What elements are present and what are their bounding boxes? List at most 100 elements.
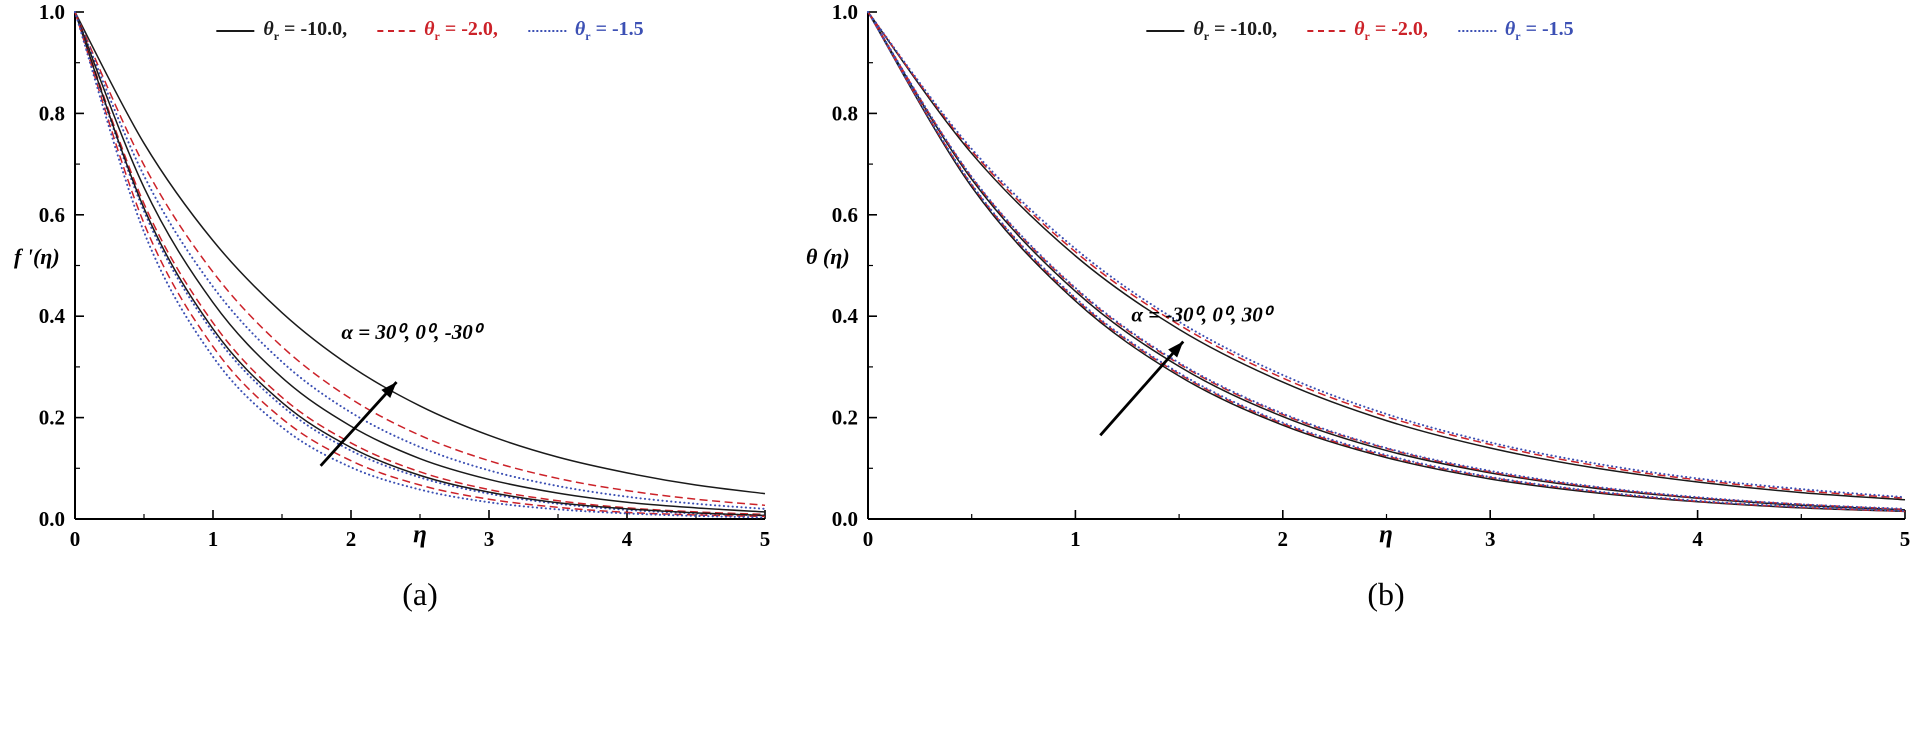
legend-subscript: r bbox=[1515, 29, 1521, 43]
x-tick-label: 4 bbox=[622, 527, 633, 551]
y-axis-label-b: θ (η) bbox=[806, 244, 850, 269]
curve bbox=[74, 11, 766, 510]
y-tick-label: 0.0 bbox=[39, 507, 65, 531]
panel-b: 0 1 2 3 4 5 0.0 0.2 0.4 0.6 0.8 1.0 α = -30⁰, 0⁰, 30… bbox=[800, 0, 1925, 747]
x-axis-label-b: η bbox=[1379, 521, 1393, 548]
legend-item: θr = -2.0, bbox=[377, 18, 498, 44]
curve bbox=[867, 11, 1906, 510]
legend-value: = -2.0, bbox=[1369, 18, 1428, 40]
axes bbox=[867, 12, 1905, 520]
plot-b-canvas: 0 1 2 3 4 5 0.0 0.2 0.4 0.6 0.8 1.0 α = -30⁰, 0⁰, 30… bbox=[832, 0, 1911, 551]
legend-subscript: r bbox=[434, 29, 440, 43]
y-tick-label: 0.8 bbox=[832, 101, 858, 125]
legend-item: θr = -10.0, bbox=[216, 18, 347, 44]
legend-theta-symbol: θ bbox=[424, 18, 435, 40]
y-tick-label: 0.2 bbox=[832, 406, 858, 430]
curve bbox=[74, 11, 766, 518]
curve bbox=[867, 11, 1906, 499]
x-tick-label: 5 bbox=[760, 527, 771, 551]
x-tick-label: 3 bbox=[1485, 527, 1496, 551]
legend-a: θr = -10.0, θr = -2.0, θr = -1.5 bbox=[216, 18, 644, 44]
y-tick-label: 0.2 bbox=[39, 406, 65, 430]
legend-subscript: r bbox=[585, 29, 591, 43]
legend-theta-symbol: θ bbox=[263, 18, 274, 40]
y-tick-label: 0.4 bbox=[832, 304, 859, 328]
legend-item: θr = -1.5 bbox=[1457, 18, 1574, 44]
y-tick-label: 0.0 bbox=[832, 507, 858, 531]
legend-label: θr = -2.0, bbox=[424, 18, 498, 44]
y-tick-label: 0.4 bbox=[39, 304, 66, 328]
curve bbox=[74, 11, 766, 513]
legend-label: θr = -1.5 bbox=[1505, 18, 1574, 44]
curve bbox=[867, 11, 1906, 501]
panel-a: 0 1 2 3 4 5 0.0 0.2 0.4 0.6 0.8 1.0 α = 30⁰, 0⁰, -30… bbox=[0, 0, 800, 747]
x-axis-label-a: η bbox=[413, 521, 427, 548]
legend-value: = -1.5 bbox=[590, 18, 644, 40]
legend-b: θr = -10.0, θr = -2.0, θr = -1.5 bbox=[1146, 18, 1574, 44]
x-tick-label: 1 bbox=[1070, 527, 1081, 551]
axes bbox=[74, 12, 765, 520]
annotation-text: α = -30⁰, 0⁰, 30⁰ bbox=[1131, 302, 1274, 326]
legend-value: = -1.5 bbox=[1520, 18, 1574, 40]
curve bbox=[74, 11, 766, 516]
x-tick-label: 4 bbox=[1692, 527, 1703, 551]
legend-item: θr = -2.0, bbox=[1307, 18, 1428, 44]
legend-line-sample bbox=[1457, 30, 1496, 32]
x-tick-label: 1 bbox=[208, 527, 219, 551]
annotation-text: α = 30⁰, 0⁰, -30⁰ bbox=[341, 320, 484, 344]
annotation-arrow-head bbox=[1168, 341, 1184, 358]
legend-line-sample bbox=[527, 30, 566, 32]
ticks: 0 1 2 3 4 5 0.0 0.2 0.4 0.6 0.8 1.0 bbox=[39, 0, 771, 551]
legend-subscript: r bbox=[273, 29, 280, 43]
curve bbox=[867, 11, 1906, 513]
y-tick-label: 0.6 bbox=[832, 203, 858, 227]
x-tick-label: 2 bbox=[346, 527, 357, 551]
legend-theta-symbol: θ bbox=[1354, 18, 1365, 40]
y-tick-label: 1.0 bbox=[832, 0, 858, 24]
y-tick-label: 0.8 bbox=[39, 101, 65, 125]
legend-line-sample bbox=[1146, 30, 1185, 32]
curve bbox=[74, 11, 766, 517]
annotation-arrow-shaft bbox=[1099, 340, 1185, 437]
curve bbox=[867, 11, 1906, 513]
y-tick-label: 1.0 bbox=[39, 0, 65, 24]
legend-item: θr = -10.0, bbox=[1146, 18, 1277, 44]
legend-value: = -2.0, bbox=[439, 18, 498, 40]
annotation: α = -30⁰, 0⁰, 30⁰ bbox=[1099, 302, 1275, 437]
annotation-arrow-head bbox=[381, 382, 397, 398]
legend-label: θr = -2.0, bbox=[1354, 18, 1428, 44]
series-curves bbox=[74, 11, 766, 519]
curve bbox=[74, 11, 766, 495]
panel-tag-b: (b) bbox=[1367, 576, 1405, 612]
legend-value: = -10.0, bbox=[1209, 18, 1278, 40]
legend-label: θr = -1.5 bbox=[575, 18, 644, 44]
legend-item: θr = -1.5 bbox=[527, 18, 644, 44]
curve bbox=[867, 11, 1906, 511]
legend-label: θr = -10.0, bbox=[263, 18, 347, 44]
y-axis-label-a: f '(η) bbox=[14, 244, 60, 269]
series-curves bbox=[867, 11, 1906, 513]
curve bbox=[74, 11, 766, 519]
legend-line-sample bbox=[216, 30, 255, 32]
legend-subscript: r bbox=[1364, 29, 1370, 43]
curve bbox=[867, 11, 1906, 512]
legend-theta-symbol: θ bbox=[1193, 18, 1204, 40]
x-tick-label: 5 bbox=[1900, 527, 1911, 551]
legend-label: θr = -10.0, bbox=[1193, 18, 1277, 44]
x-tick-label: 2 bbox=[1278, 527, 1289, 551]
annotation-arrow-shaft bbox=[319, 381, 398, 467]
legend-subscript: r bbox=[1203, 29, 1210, 43]
curve bbox=[867, 11, 1906, 511]
legend-theta-symbol: θ bbox=[574, 18, 586, 40]
plot-a-canvas: 0 1 2 3 4 5 0.0 0.2 0.4 0.6 0.8 1.0 α = 30⁰, 0⁰, -30… bbox=[39, 0, 771, 551]
x-tick-label: 0 bbox=[70, 527, 81, 551]
legend-theta-symbol: θ bbox=[1504, 18, 1516, 40]
curve bbox=[74, 11, 766, 517]
annotation: α = 30⁰, 0⁰, -30⁰ bbox=[319, 320, 485, 467]
y-tick-label: 0.6 bbox=[39, 203, 65, 227]
legend-line-sample bbox=[1307, 30, 1346, 32]
legend-line-sample bbox=[377, 30, 416, 32]
curve bbox=[74, 11, 766, 507]
